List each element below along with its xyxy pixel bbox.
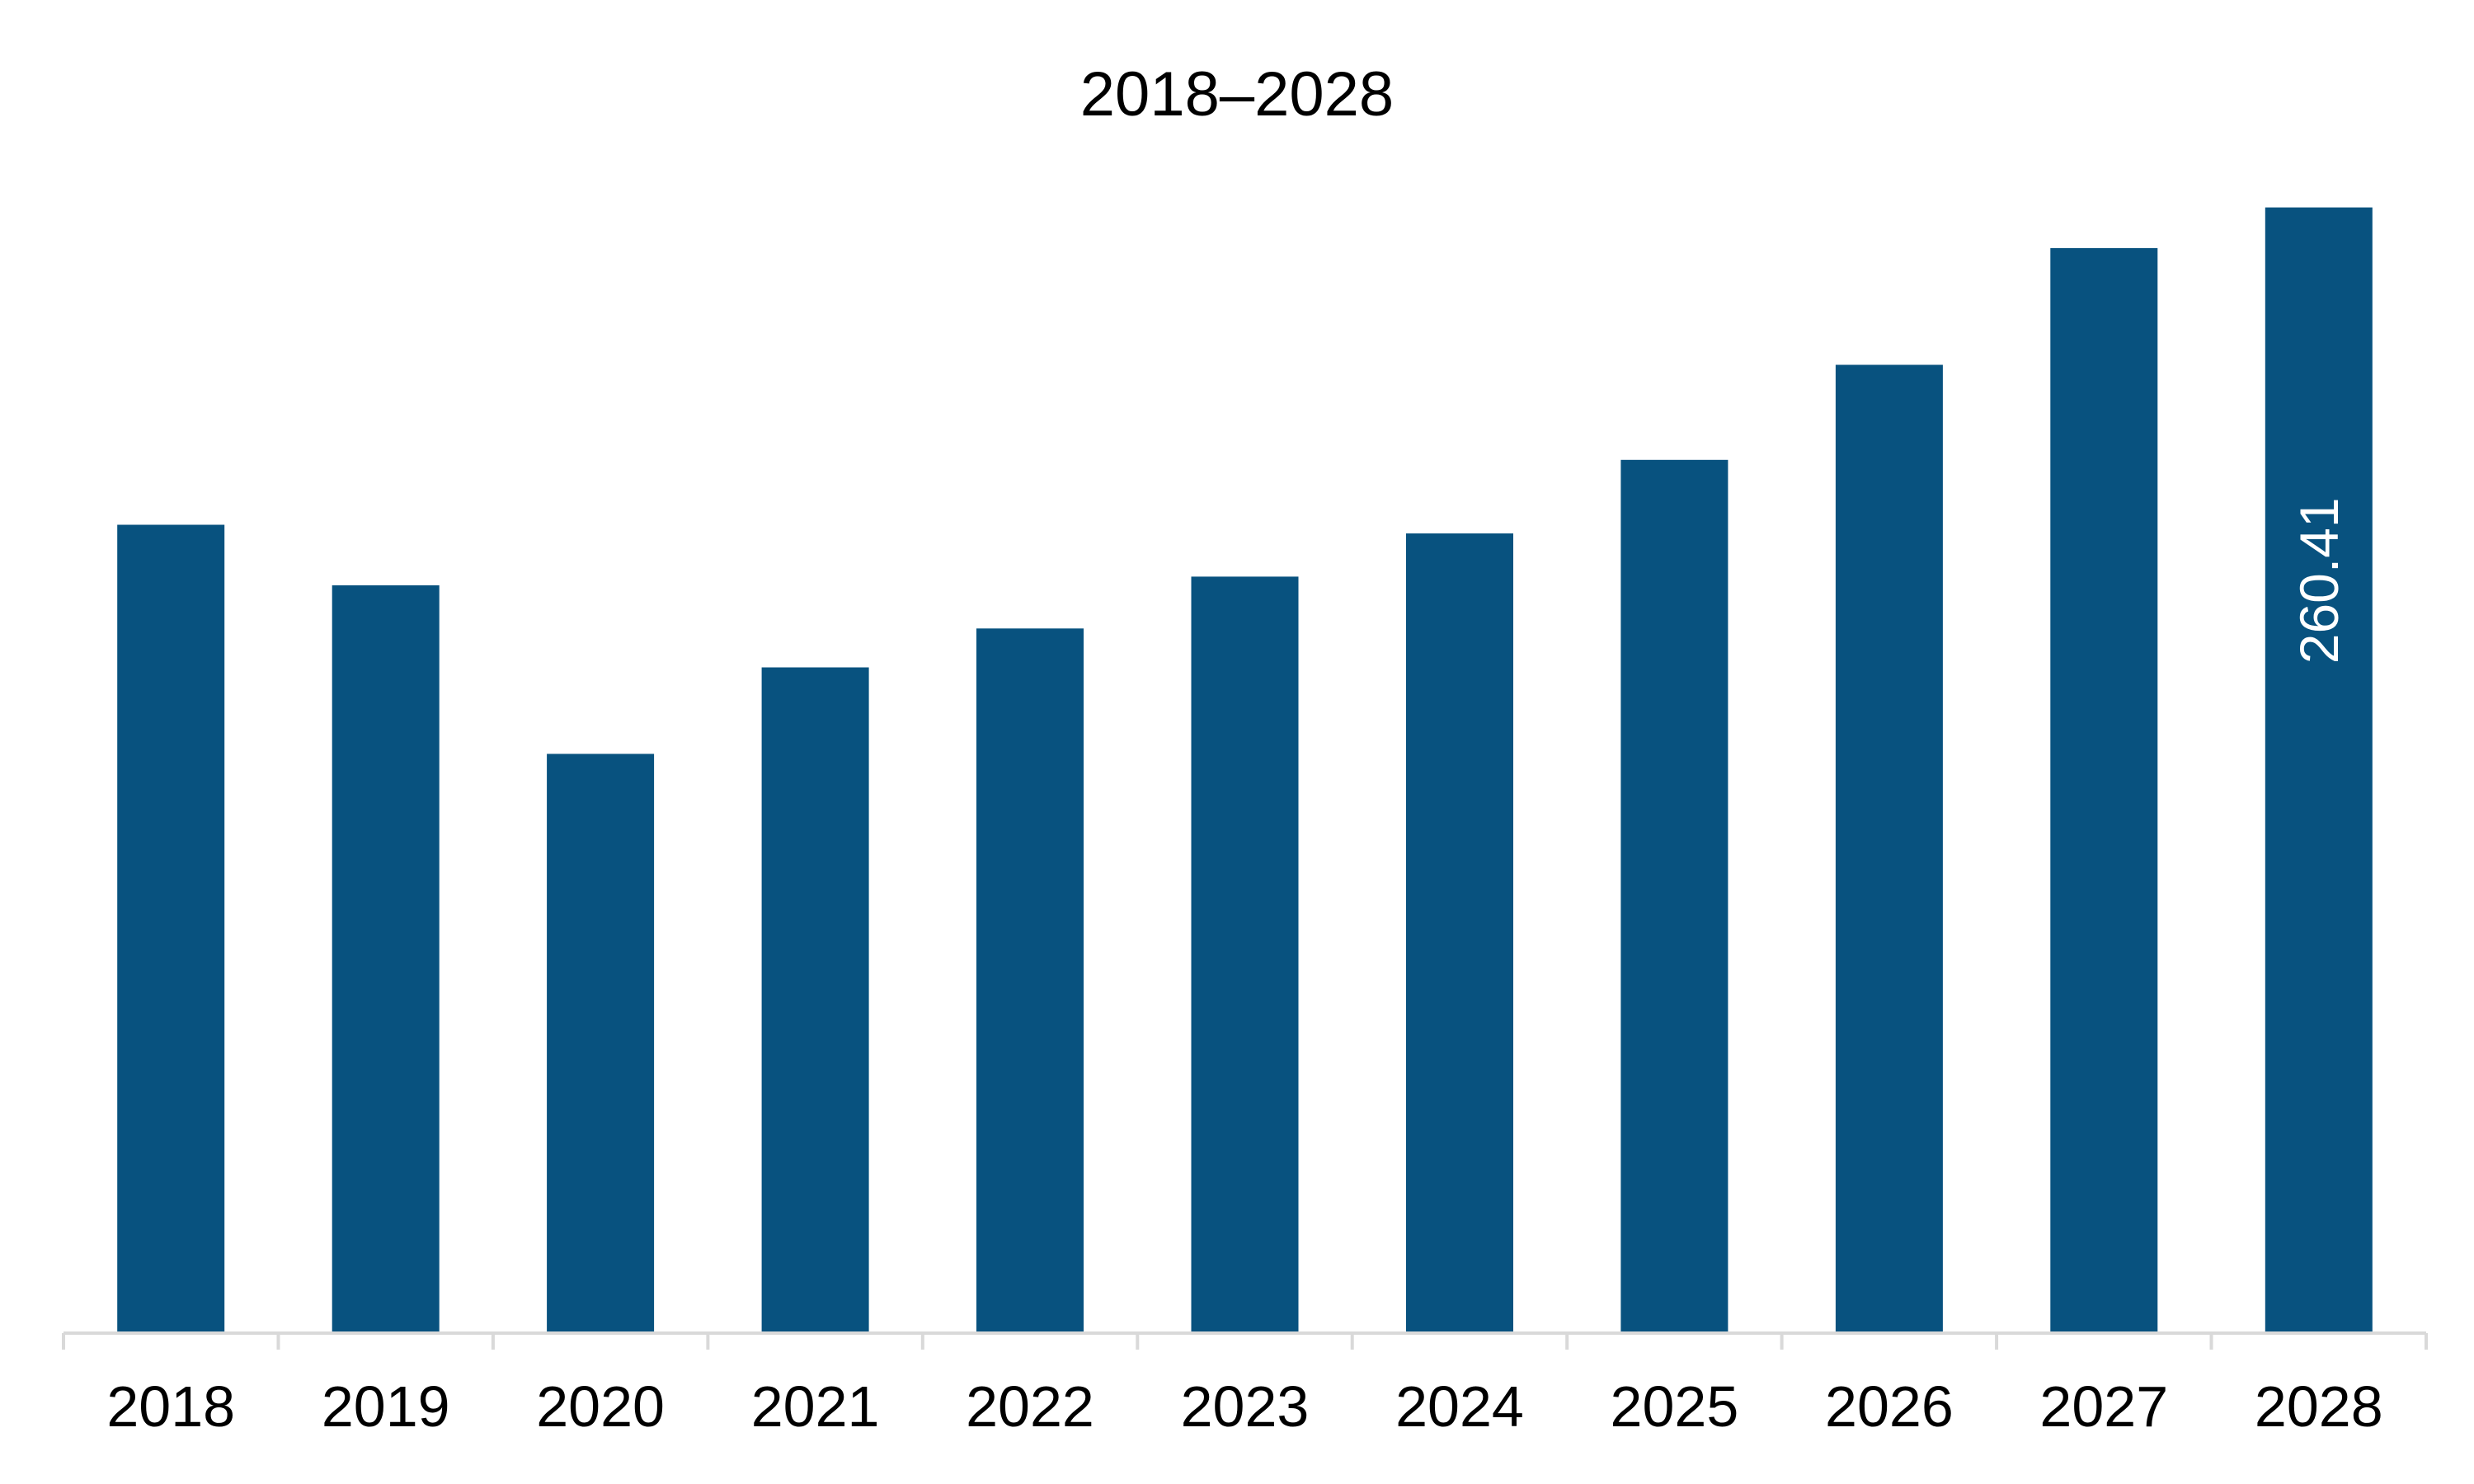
bar-2021 — [761, 667, 869, 1333]
x-tick-label-2020: 2020 — [536, 1374, 665, 1439]
bar-2027 — [2050, 247, 2158, 1333]
bar-2023 — [1191, 576, 1299, 1333]
bar-2026 — [1835, 364, 1943, 1333]
bar-2024 — [1406, 533, 1513, 1333]
x-tick-label-2027: 2027 — [2039, 1374, 2168, 1439]
x-tick-label-2022: 2022 — [966, 1374, 1094, 1439]
x-tick-label-2019: 2019 — [322, 1374, 450, 1439]
data-labels-layer: 260.41 — [2288, 497, 2349, 664]
x-tick-label-2023: 2023 — [1181, 1374, 1310, 1439]
bar-2019 — [332, 585, 440, 1333]
bars-layer — [117, 207, 2373, 1334]
x-tick-label-2026: 2026 — [1825, 1374, 1954, 1439]
x-tick-label-2025: 2025 — [1611, 1374, 1739, 1439]
data-label-2028: 260.41 — [2288, 497, 2349, 664]
x-axis — [62, 1331, 2428, 1350]
bar-2018 — [117, 524, 225, 1333]
x-tick-label-2021: 2021 — [751, 1374, 880, 1439]
bar-2022 — [976, 628, 1084, 1333]
bar-2020 — [547, 754, 655, 1333]
bar-2028 — [2265, 207, 2373, 1334]
bar-2025 — [1620, 459, 1729, 1333]
x-tick-label-2028: 2028 — [2255, 1374, 2383, 1439]
chart-title: 2018–2028 — [1080, 59, 1394, 129]
x-tick-label-2018: 2018 — [106, 1374, 235, 1439]
x-axis-tick-labels: 2018 2019 2020 2021 2022 2023 2024 2025 2026 2027… — [106, 1374, 2382, 1439]
x-tick-label-2024: 2024 — [1395, 1374, 1524, 1439]
